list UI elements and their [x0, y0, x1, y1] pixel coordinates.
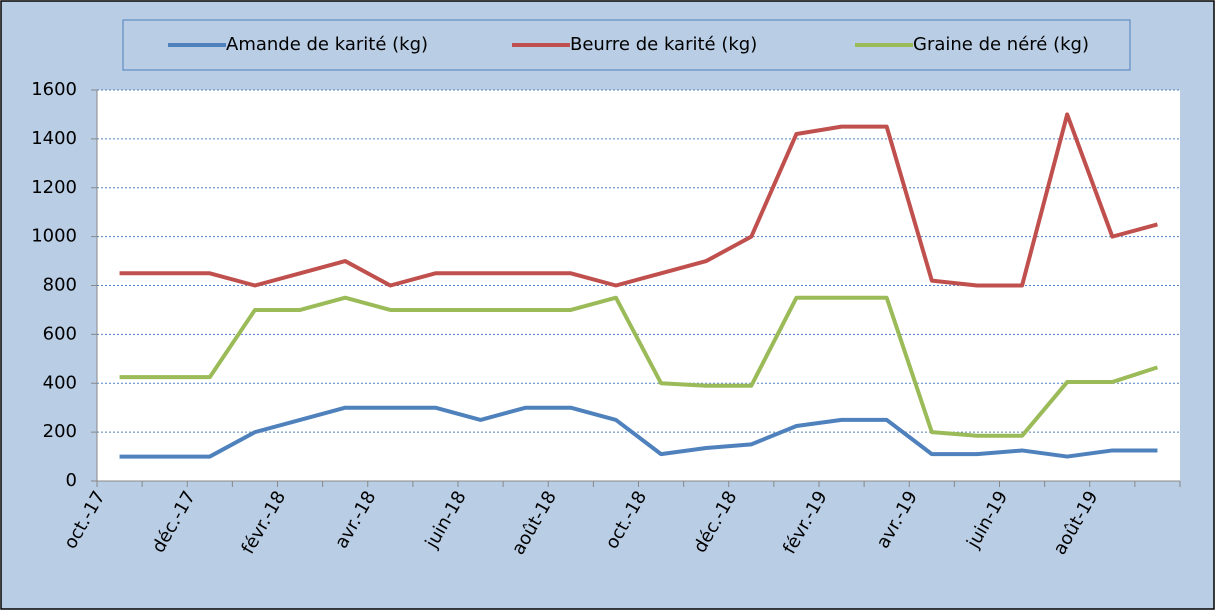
legend-label: Amande de karité (kg)	[226, 34, 428, 55]
series-line	[119, 112, 1158, 288]
y-tick-label: 0	[66, 470, 77, 491]
y-tick-label: 800	[43, 275, 77, 296]
y-tick-label: 600	[43, 323, 77, 344]
y-tick-label: 1200	[31, 177, 77, 198]
y-tick-label: 200	[43, 421, 77, 442]
y-tick-label: 1000	[31, 226, 77, 247]
series-line	[119, 405, 1158, 459]
y-tick-label: 400	[43, 372, 77, 393]
y-tick-label: 1400	[31, 128, 77, 149]
series-line	[119, 295, 1159, 438]
y-tick-label: 1600	[31, 79, 77, 100]
legend-box	[122, 19, 1131, 71]
legend-label: Graine de néré (kg)	[913, 34, 1089, 55]
legend-label: Beurre de karité (kg)	[570, 34, 757, 55]
